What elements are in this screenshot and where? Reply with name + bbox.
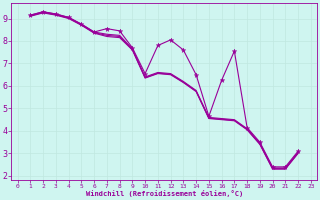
X-axis label: Windchill (Refroidissement éolien,°C): Windchill (Refroidissement éolien,°C) [86, 190, 243, 197]
